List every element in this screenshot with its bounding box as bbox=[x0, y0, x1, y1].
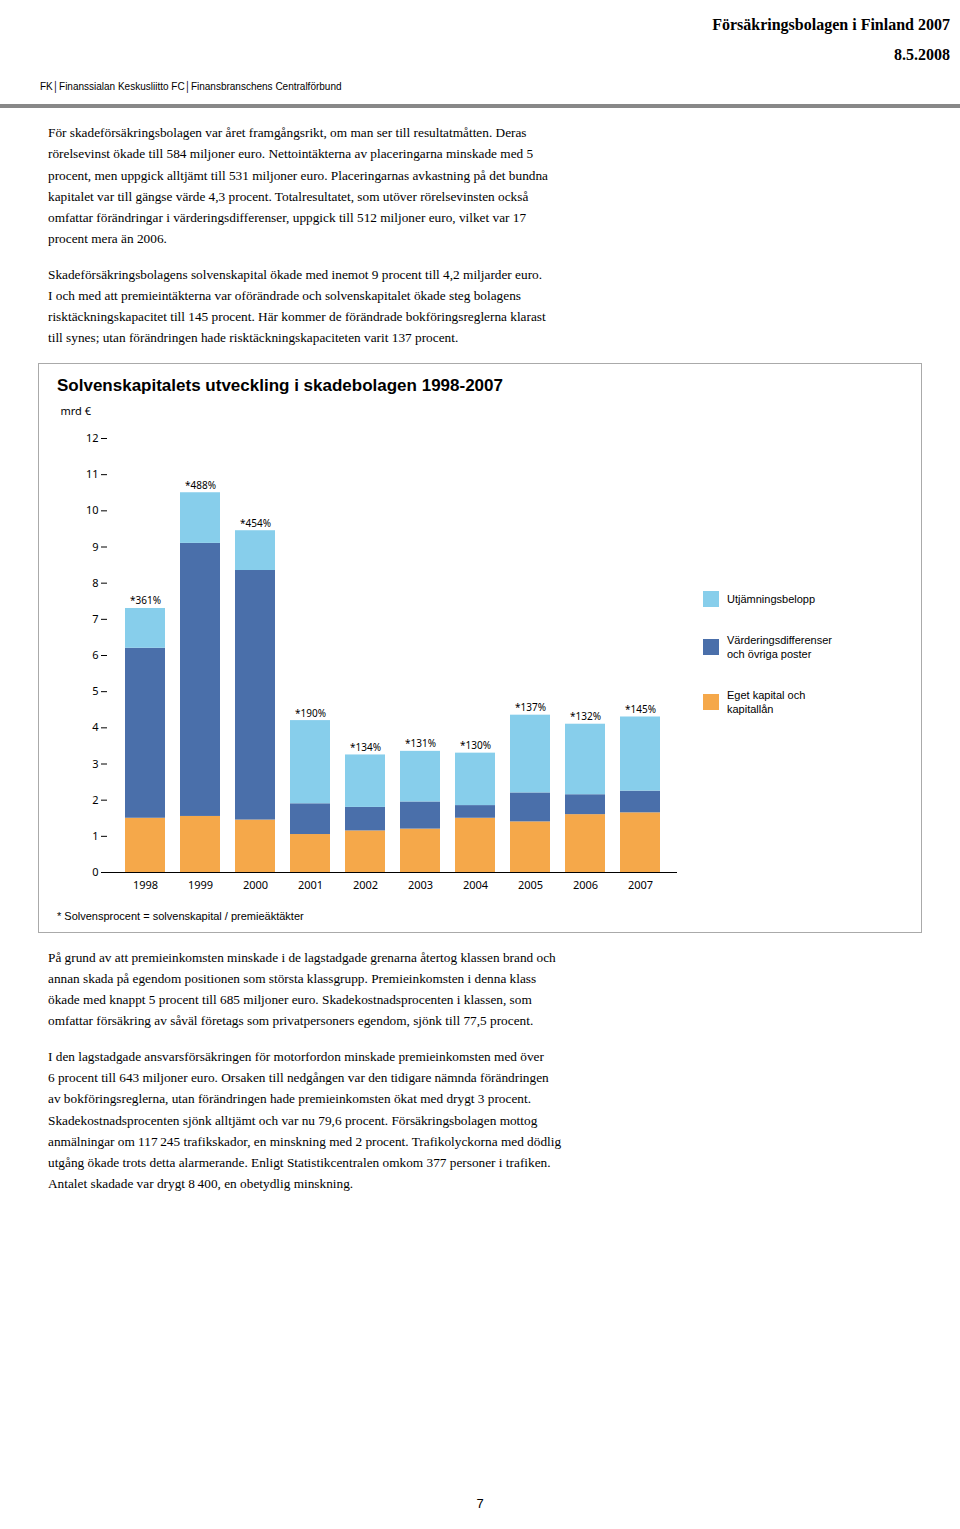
svg-text:2002: 2002 bbox=[353, 877, 378, 892]
svg-text:0: 0 bbox=[92, 864, 98, 879]
svg-text:*134%: *134% bbox=[350, 740, 381, 754]
svg-text:*454%: *454% bbox=[240, 515, 271, 529]
html-text:I den lagstadgade ansvarsförsä: I den lagstadgade ansvarsförsäkringen fö… bbox=[48, 1048, 562, 1192]
svg-text:12: 12 bbox=[86, 430, 99, 445]
svg-text:2004: 2004 bbox=[463, 877, 489, 892]
svg-text:2005: 2005 bbox=[518, 877, 543, 892]
html-text:Skadeförsäkringsbolagens solve: Skadeförsäkringsbolagens solvenskapital … bbox=[48, 266, 546, 346]
html-text:8.5.2008: 8.5.2008 bbox=[894, 46, 950, 64]
html-text:7: 7 bbox=[476, 1496, 484, 1511]
svg-text:11: 11 bbox=[86, 466, 99, 481]
html-text:På grund av att premieinkomste: På grund av att premieinkomsten minskade… bbox=[48, 949, 556, 1029]
svg-text:*130%: *130% bbox=[460, 738, 491, 752]
svg-text:7: 7 bbox=[92, 611, 98, 626]
svg-text:9: 9 bbox=[92, 538, 98, 553]
html-text:FK│Finanssialan Keskusliitto F: FK│Finanssialan Keskusliitto FC│Finansbr… bbox=[40, 81, 342, 92]
html-text:Solvenskapitalets utveckling i: Solvenskapitalets utveckling i skadebola… bbox=[57, 375, 503, 395]
html-text:Värderingsdifferenser och övri: Värderingsdifferenser och övriga poster bbox=[727, 634, 832, 661]
svg-text:6: 6 bbox=[92, 647, 98, 662]
svg-text:*131%: *131% bbox=[405, 736, 436, 750]
svg-text:8: 8 bbox=[92, 574, 98, 589]
html-text:Utjämningsbelopp: Utjämningsbelopp bbox=[727, 592, 816, 605]
svg-text:2007: 2007 bbox=[628, 877, 653, 892]
svg-text:2000: 2000 bbox=[243, 877, 268, 892]
svg-text:*190%: *190% bbox=[295, 705, 326, 719]
svg-text:3: 3 bbox=[92, 755, 98, 770]
svg-text:*361%: *361% bbox=[130, 593, 161, 607]
svg-text:2001: 2001 bbox=[298, 877, 323, 892]
svg-text:mrd €: mrd € bbox=[61, 404, 92, 418]
html-text:Försäkringsbolagen i Finland 2: Försäkringsbolagen i Finland 2007 bbox=[712, 16, 950, 33]
svg-text:1999: 1999 bbox=[188, 877, 213, 892]
svg-text:5: 5 bbox=[92, 683, 98, 698]
svg-text:2: 2 bbox=[92, 791, 98, 806]
html-text:Eget kapital och kapitallån: Eget kapital och kapitallån bbox=[727, 688, 806, 715]
svg-text:1998: 1998 bbox=[133, 877, 158, 892]
svg-text:2006: 2006 bbox=[573, 877, 598, 892]
svg-text:*488%: *488% bbox=[185, 477, 216, 491]
svg-text:1: 1 bbox=[92, 828, 98, 843]
html-text:* Solvensprocent = solvenskapi: * Solvensprocent = solvenskapital / prem… bbox=[57, 909, 304, 922]
svg-text:4: 4 bbox=[92, 719, 99, 734]
html-text:För skadeförsäkringsbolagen va: För skadeförsäkringsbolagen var året fra… bbox=[48, 125, 548, 247]
svg-text:*132%: *132% bbox=[570, 709, 601, 723]
svg-text:*137%: *137% bbox=[515, 700, 546, 714]
svg-text:2003: 2003 bbox=[408, 877, 433, 892]
svg-text:*145%: *145% bbox=[625, 702, 656, 716]
svg-text:10: 10 bbox=[86, 502, 99, 517]
